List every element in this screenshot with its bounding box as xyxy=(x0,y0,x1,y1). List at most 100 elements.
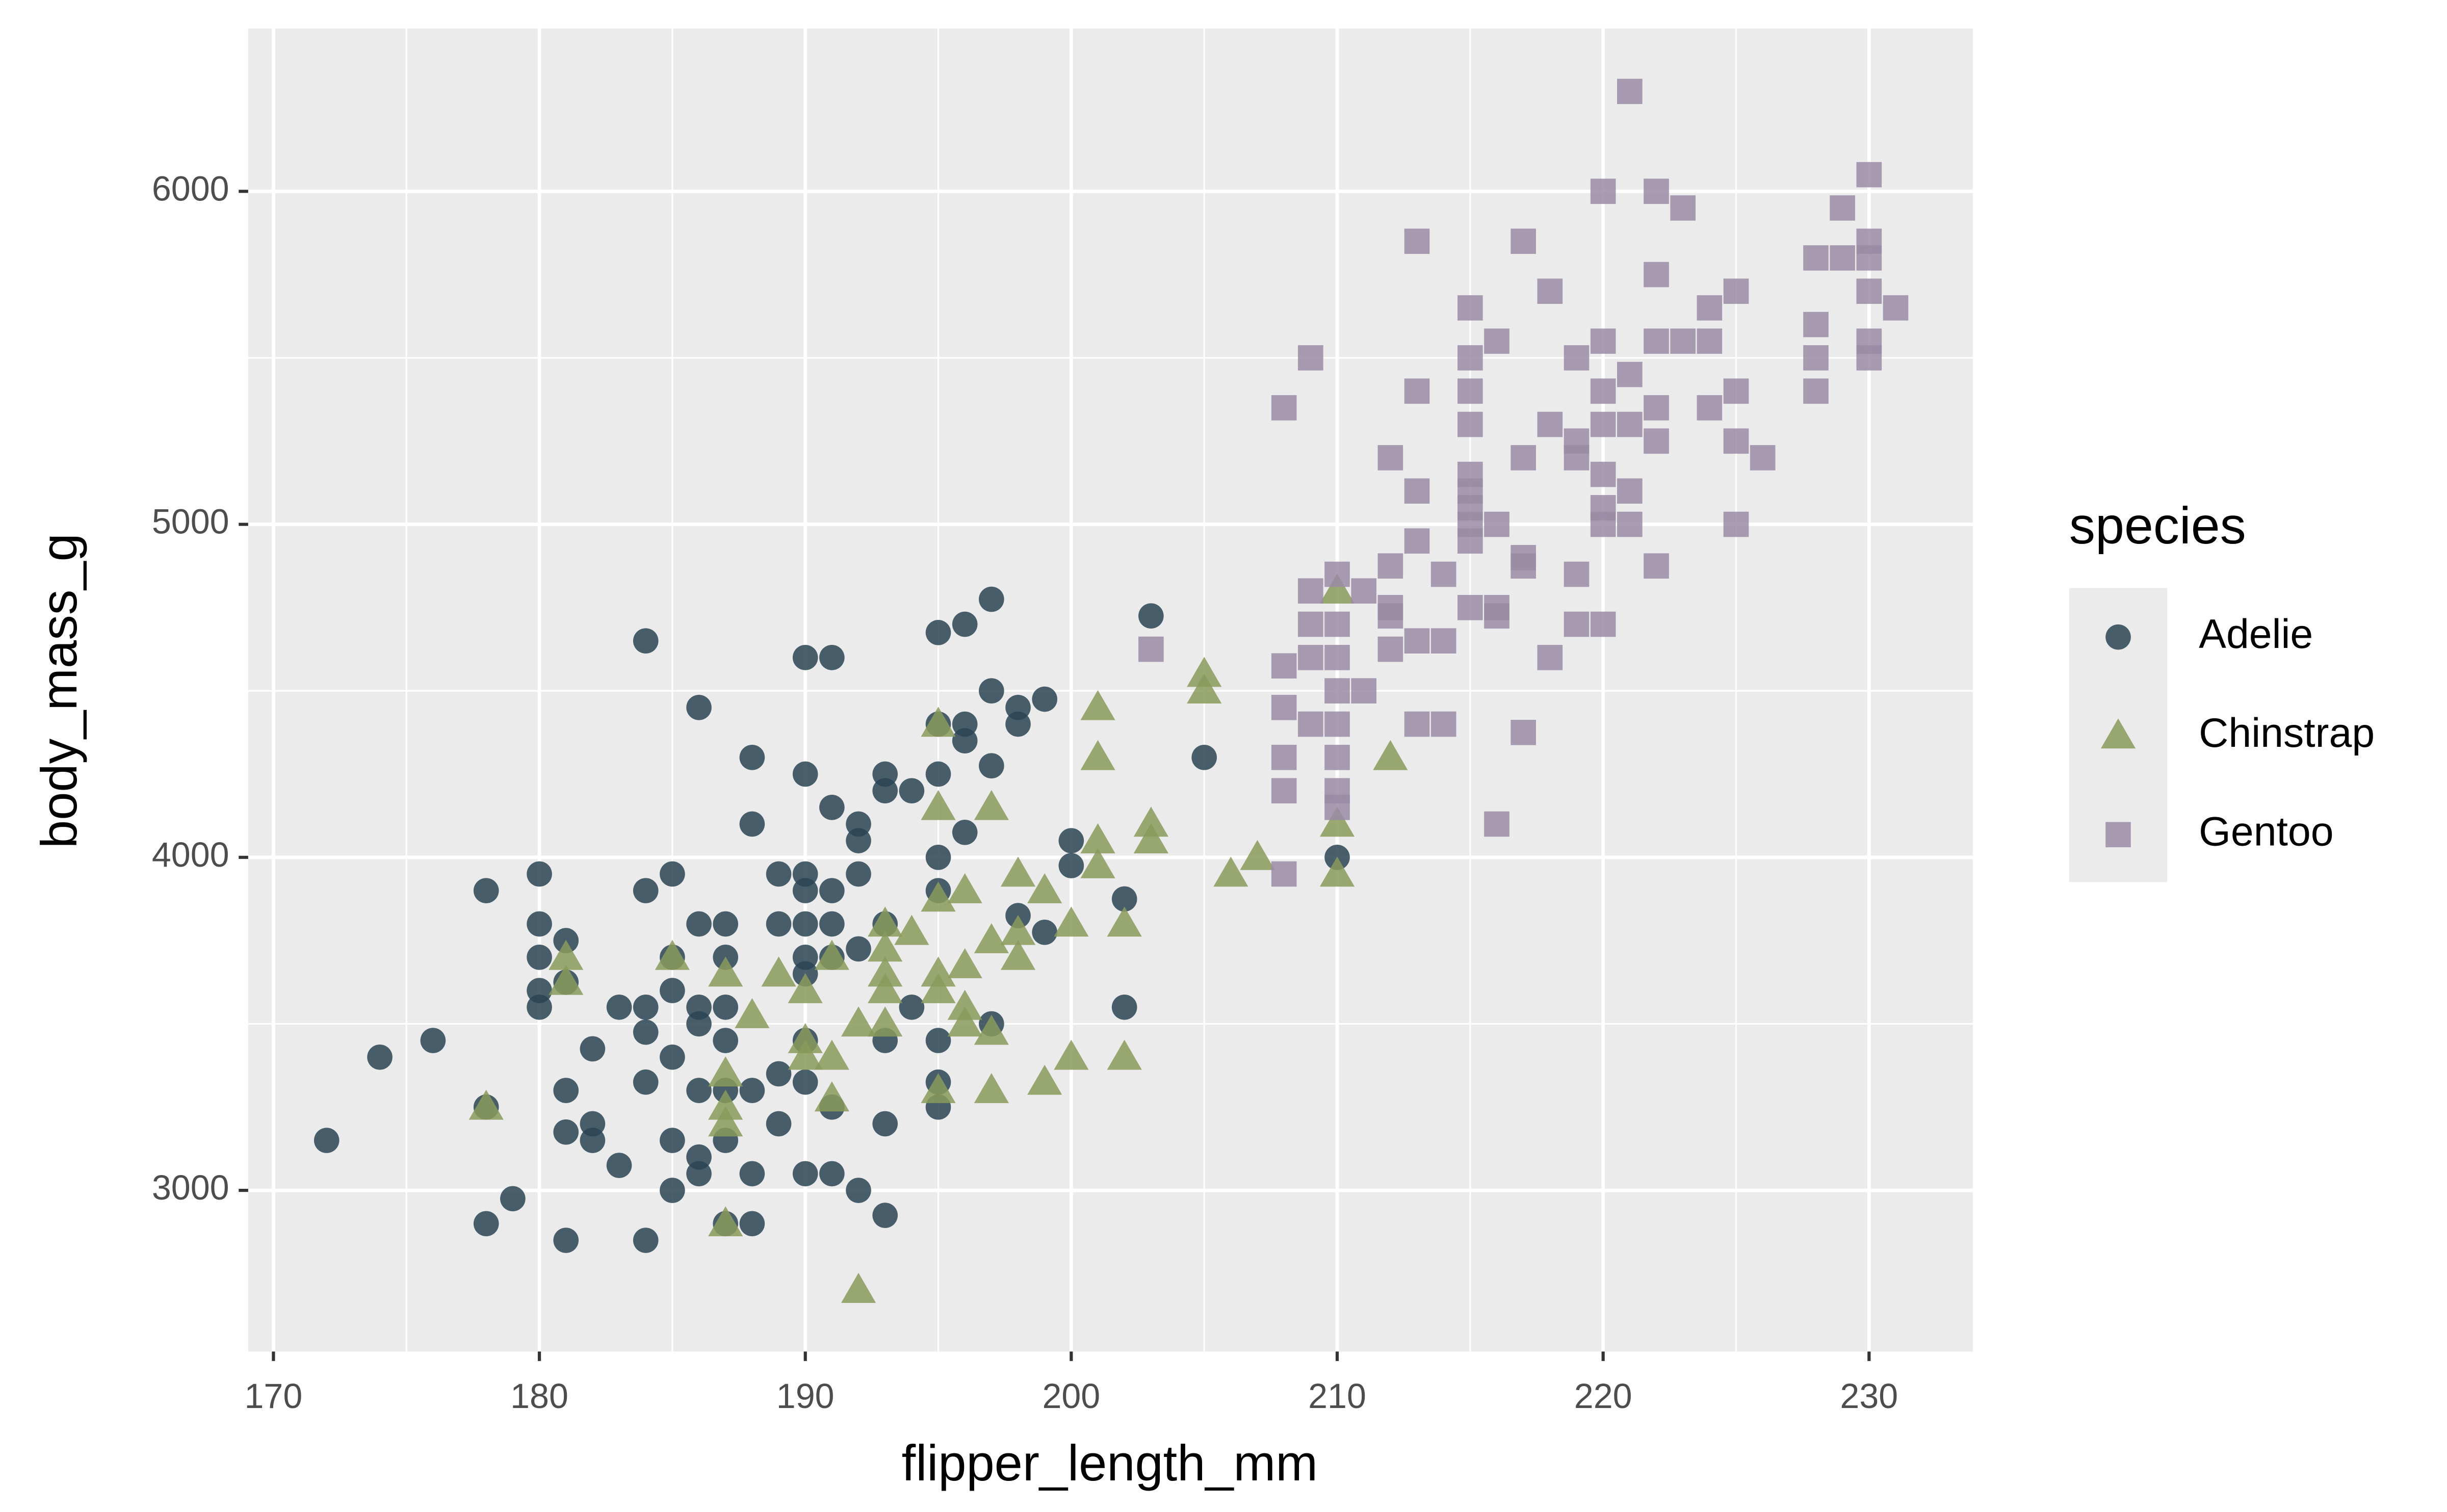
point xyxy=(819,911,845,937)
point xyxy=(1298,645,1323,670)
point xyxy=(1298,711,1323,737)
point xyxy=(894,915,929,945)
point xyxy=(1644,553,1669,579)
point xyxy=(1723,511,1749,537)
point xyxy=(735,998,770,1028)
point xyxy=(1590,511,1616,537)
point xyxy=(633,994,659,1020)
point xyxy=(841,1006,876,1037)
point xyxy=(473,1211,499,1237)
point xyxy=(788,1039,823,1070)
point xyxy=(1803,311,1829,337)
point xyxy=(921,956,956,987)
x-tick-label: 200 xyxy=(1042,1377,1100,1416)
point xyxy=(1138,603,1164,629)
point xyxy=(1644,262,1669,288)
point xyxy=(1404,528,1430,554)
point xyxy=(1564,345,1590,371)
point xyxy=(1723,278,1749,304)
point xyxy=(1187,673,1222,703)
point xyxy=(846,936,871,962)
point xyxy=(1373,740,1408,770)
point xyxy=(660,978,685,1003)
point xyxy=(549,964,584,995)
point xyxy=(868,1006,903,1037)
point xyxy=(686,911,712,937)
legend-label: Adelie xyxy=(2199,611,2313,657)
y-axis-title: body_mass_g xyxy=(31,533,88,848)
y-tick-label: 6000 xyxy=(152,169,229,208)
x-tick-label: 210 xyxy=(1308,1377,1366,1416)
point xyxy=(549,940,584,970)
point xyxy=(739,1161,765,1187)
point xyxy=(1484,511,1509,537)
point xyxy=(1617,511,1643,537)
point xyxy=(1670,195,1696,221)
legend-title: species xyxy=(2069,496,2246,555)
point xyxy=(1590,461,1616,487)
point xyxy=(1000,856,1036,887)
point xyxy=(739,745,765,770)
point xyxy=(1404,378,1430,404)
point xyxy=(1187,657,1222,687)
point xyxy=(527,911,552,937)
point xyxy=(766,1111,792,1137)
point xyxy=(1027,873,1062,903)
point xyxy=(527,944,552,970)
legend-label: Chinstrap xyxy=(2199,710,2375,756)
point xyxy=(1032,919,1057,945)
point xyxy=(708,1106,743,1137)
point xyxy=(1271,653,1297,679)
point xyxy=(872,1111,898,1137)
point xyxy=(686,1161,712,1187)
point xyxy=(1324,678,1350,703)
point xyxy=(1080,823,1115,853)
point xyxy=(947,873,982,903)
point xyxy=(1590,328,1616,354)
point xyxy=(1803,378,1829,404)
x-axis-title: flipper_length_mm xyxy=(902,1435,1318,1492)
point xyxy=(1617,79,1643,105)
point xyxy=(1723,428,1749,454)
point xyxy=(819,878,845,903)
point xyxy=(1080,740,1115,770)
point xyxy=(1324,745,1350,770)
point xyxy=(872,778,898,803)
point xyxy=(1484,603,1509,629)
point xyxy=(1803,245,1829,271)
point xyxy=(633,628,659,654)
point xyxy=(1564,611,1590,637)
point xyxy=(1319,573,1355,604)
point xyxy=(1319,856,1355,887)
point xyxy=(1377,553,1403,579)
point xyxy=(925,844,951,870)
legend-key xyxy=(2105,624,2131,650)
point xyxy=(686,1011,712,1037)
point xyxy=(1111,886,1137,912)
point xyxy=(1670,328,1696,354)
point xyxy=(1644,178,1669,204)
point xyxy=(606,994,632,1020)
point xyxy=(868,973,903,1003)
point xyxy=(819,795,845,820)
point xyxy=(660,861,685,887)
point xyxy=(1271,861,1297,887)
point xyxy=(1590,378,1616,404)
point xyxy=(1000,915,1036,945)
point xyxy=(1351,678,1376,703)
point xyxy=(1324,561,1350,587)
point xyxy=(633,878,659,903)
point xyxy=(553,1078,579,1103)
point xyxy=(708,1206,743,1237)
point xyxy=(841,1272,876,1303)
point xyxy=(1191,745,1217,770)
point xyxy=(1080,848,1115,878)
point xyxy=(1000,940,1036,970)
point xyxy=(974,923,1009,953)
legend-key xyxy=(2100,718,2136,749)
point xyxy=(739,811,765,837)
point xyxy=(1830,245,1855,271)
legend-label: Gentoo xyxy=(2199,809,2333,855)
point xyxy=(708,956,743,987)
point xyxy=(1430,711,1456,737)
